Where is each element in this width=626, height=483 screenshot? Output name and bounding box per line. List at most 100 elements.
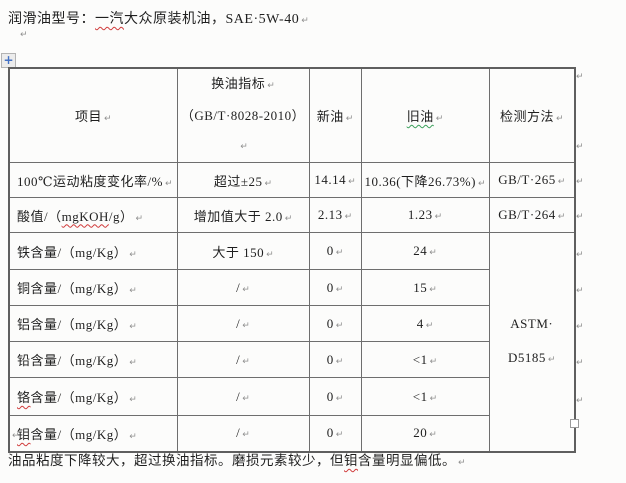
cell-method[interactable]: GB/T·264 ↵ bbox=[488, 197, 576, 233]
cell-old-oil[interactable]: 15 ↵ bbox=[360, 269, 490, 306]
title-paragraph[interactable]: 润滑油型号：一汽大众原装机油，SAE·5W-40 ↵ bbox=[8, 8, 309, 28]
cell-new-oil[interactable]: 0 ↵ bbox=[308, 377, 362, 416]
summary-paragraph[interactable]: 油品粘度下降较大，超过换油指标。磨损元素较少，但钼含量明显偏低。 ↵ bbox=[8, 449, 466, 469]
cell-new-oil[interactable]: 0 ↵ bbox=[308, 305, 362, 342]
paragraph-mark-icon: ↵ bbox=[335, 356, 344, 367]
paragraph-mark-icon: ↵ bbox=[135, 213, 144, 224]
cell-item[interactable]: 钼含量/（mg/Kg） ↵ bbox=[8, 415, 178, 452]
item-text: 铜含量/（mg/Kg） bbox=[17, 281, 128, 296]
cell-indicator[interactable]: 超过±25 ↵ bbox=[176, 162, 310, 198]
item-text: 酸值/（ bbox=[17, 208, 62, 224]
paragraph-mark-icon: ↵ bbox=[335, 393, 344, 404]
paragraph-mark-icon: ↵ bbox=[266, 249, 274, 260]
header-cell-new-oil[interactable]: 新油 ↵ bbox=[308, 67, 362, 163]
cell-old-oil[interactable]: 1.23 ↵ bbox=[360, 197, 490, 233]
cell-item[interactable]: 铅含量/（mg/Kg） ↵ bbox=[8, 341, 178, 378]
row-end-mark-icon: ↵ bbox=[576, 72, 584, 82]
paragraph-mark-icon: ↵ bbox=[335, 320, 344, 331]
paragraph-mark-icon: ↵ bbox=[242, 356, 250, 367]
cell-indicator[interactable]: / ↵ bbox=[176, 377, 310, 416]
cell-item[interactable]: 铁含量/（mg/Kg） ↵ bbox=[8, 232, 178, 270]
paragraph-mark-icon: ↵ bbox=[129, 286, 137, 296]
header-cell-old-oil[interactable]: 旧油 ↵ bbox=[360, 67, 490, 163]
item-flagged-text: mgKOH bbox=[61, 208, 109, 224]
cell-old-oil[interactable]: 24 ↵ bbox=[360, 232, 490, 270]
paragraph-mark-icon: ↵ bbox=[267, 81, 275, 91]
cell-indicator[interactable]: / ↵ bbox=[176, 269, 310, 306]
paragraph-mark-icon: ↵ bbox=[429, 393, 438, 404]
cell-indicator[interactable]: / ↵ bbox=[176, 415, 310, 452]
cell-old-oil[interactable]: <1 ↵ bbox=[360, 377, 490, 416]
paragraph-mark-icon: ↵ bbox=[429, 248, 437, 258]
header-label-indicator-line1: 换油指标 bbox=[211, 76, 266, 91]
row-end-mark-icon: ↵ bbox=[576, 358, 584, 368]
cell-indicator[interactable]: 增加值大于 2.0 ↵ bbox=[176, 197, 310, 233]
paragraph-mark-icon: ↵ bbox=[264, 178, 273, 189]
cell-new-oil[interactable]: 0 ↵ bbox=[308, 269, 362, 306]
old-oil-value: <1 bbox=[412, 351, 428, 367]
cell-old-oil[interactable]: 10.36(下降26.73%) ↵ bbox=[360, 162, 490, 198]
paragraph-mark-icon: ↵ bbox=[129, 431, 137, 442]
cell-item[interactable]: 100℃运动粘度变化率/% ↵ bbox=[8, 162, 178, 198]
paragraph-mark-icon: ↵ bbox=[129, 249, 137, 260]
table-row-copper: 铜含量/（mg/Kg） ↵ / ↵ 0 ↵ 15 ↵ bbox=[8, 269, 575, 306]
paragraph-mark-icon: ↵ bbox=[335, 248, 344, 258]
new-oil-value: 0 bbox=[326, 425, 334, 441]
cell-old-oil[interactable]: 4 ↵ bbox=[360, 305, 490, 342]
cell-method[interactable]: GB/T·265 ↵ bbox=[488, 162, 576, 198]
method-line2-wrap: D5185 ↵ bbox=[490, 341, 574, 377]
paragraph-mark-icon: ↵ bbox=[129, 322, 137, 332]
cell-item[interactable]: 铝含量/（mg/Kg） ↵ bbox=[8, 305, 178, 342]
new-oil-value: 0 bbox=[326, 315, 334, 331]
new-oil-value: 14.14 bbox=[314, 172, 347, 187]
paragraph-mark-icon: ↵ bbox=[348, 177, 356, 187]
table-row-aluminum: 铝含量/（mg/Kg） ↵ / ↵ 0 ↵ 4 ↵ bbox=[8, 305, 575, 342]
row-end-mark-icon: ↵ bbox=[576, 142, 584, 152]
item-text-post: 含量/（mg/Kg） bbox=[30, 390, 128, 405]
paragraph-mark-icon: ↵ bbox=[242, 320, 250, 331]
row-end-mark-icon: ↵ bbox=[576, 396, 584, 406]
old-oil-value: <1 bbox=[412, 388, 428, 404]
item-text-post: 含量/（mg/Kg） bbox=[30, 426, 128, 442]
paragraph-mark-icon: ↵ bbox=[477, 178, 486, 189]
table-move-handle[interactable]: + bbox=[1, 53, 16, 68]
indicator-text: / bbox=[236, 279, 241, 295]
paragraph-mark-icon: ↵ bbox=[284, 213, 293, 224]
cell-method-merged[interactable]: ASTM· D5185 ↵ bbox=[488, 232, 576, 452]
old-oil-value: 20 bbox=[413, 425, 428, 441]
header-cell-indicator[interactable]: 换油指标 ↵ （GB/T·8028-2010）↵ bbox=[176, 67, 310, 163]
paragraph-mark-icon: ↵ bbox=[429, 356, 438, 367]
paragraph-mark-icon: ↵ bbox=[103, 114, 112, 124]
cell-indicator[interactable]: / ↵ bbox=[176, 305, 310, 342]
cell-item[interactable]: 酸值/（mgKOH/g） ↵ bbox=[8, 197, 178, 233]
cell-old-oil[interactable]: <1 ↵ bbox=[360, 341, 490, 378]
header-label-item: 项目 bbox=[74, 109, 102, 124]
cell-indicator[interactable]: / ↵ bbox=[176, 341, 310, 378]
table-row-molybdenum: 钼含量/（mg/Kg） ↵ / ↵ 0 ↵ 20 ↵ bbox=[8, 415, 575, 452]
cell-indicator[interactable]: 大于 150 ↵ bbox=[176, 232, 310, 270]
cell-new-oil[interactable]: 0 ↵ bbox=[308, 341, 362, 378]
item-flagged-text: 铬 bbox=[17, 390, 31, 405]
indicator-text: / bbox=[236, 425, 241, 441]
cell-new-oil[interactable]: 2.13 ↵ bbox=[308, 197, 362, 233]
paragraph-mark-icon: ↵ bbox=[335, 284, 344, 295]
cell-item[interactable]: 铬含量/（mg/Kg） ↵ bbox=[8, 377, 178, 416]
header-cell-item[interactable]: 项目 ↵ bbox=[8, 67, 178, 163]
cell-item[interactable]: 铜含量/（mg/Kg） ↵ bbox=[8, 269, 178, 306]
row-end-mark-icon: ↵ bbox=[576, 322, 584, 332]
cell-old-oil[interactable]: 20 ↵ bbox=[360, 415, 490, 452]
header-cell-method[interactable]: 检测方法 ↵ bbox=[488, 67, 576, 163]
cell-new-oil[interactable]: 0 ↵ bbox=[308, 415, 362, 452]
paragraph-mark-icon: ↵ bbox=[129, 358, 137, 368]
title-text-pre: 润滑油型号： bbox=[8, 12, 95, 27]
title-spellcheck-flagged-text: 一汽 bbox=[95, 12, 124, 27]
item-text: 铁含量/（mg/Kg） bbox=[17, 244, 128, 260]
cell-new-oil[interactable]: 0 ↵ bbox=[308, 232, 362, 270]
table-resize-handle[interactable] bbox=[570, 419, 579, 428]
indicator-text: 增加值大于 2.0 bbox=[193, 208, 283, 224]
indicator-text: / bbox=[236, 351, 241, 367]
paragraph-mark-icon: ↵ bbox=[344, 212, 353, 222]
header-label-method: 检测方法 bbox=[499, 109, 554, 124]
cell-new-oil[interactable]: 14.14 ↵ bbox=[308, 162, 362, 198]
header-label-new-oil: 新油 bbox=[316, 109, 344, 124]
